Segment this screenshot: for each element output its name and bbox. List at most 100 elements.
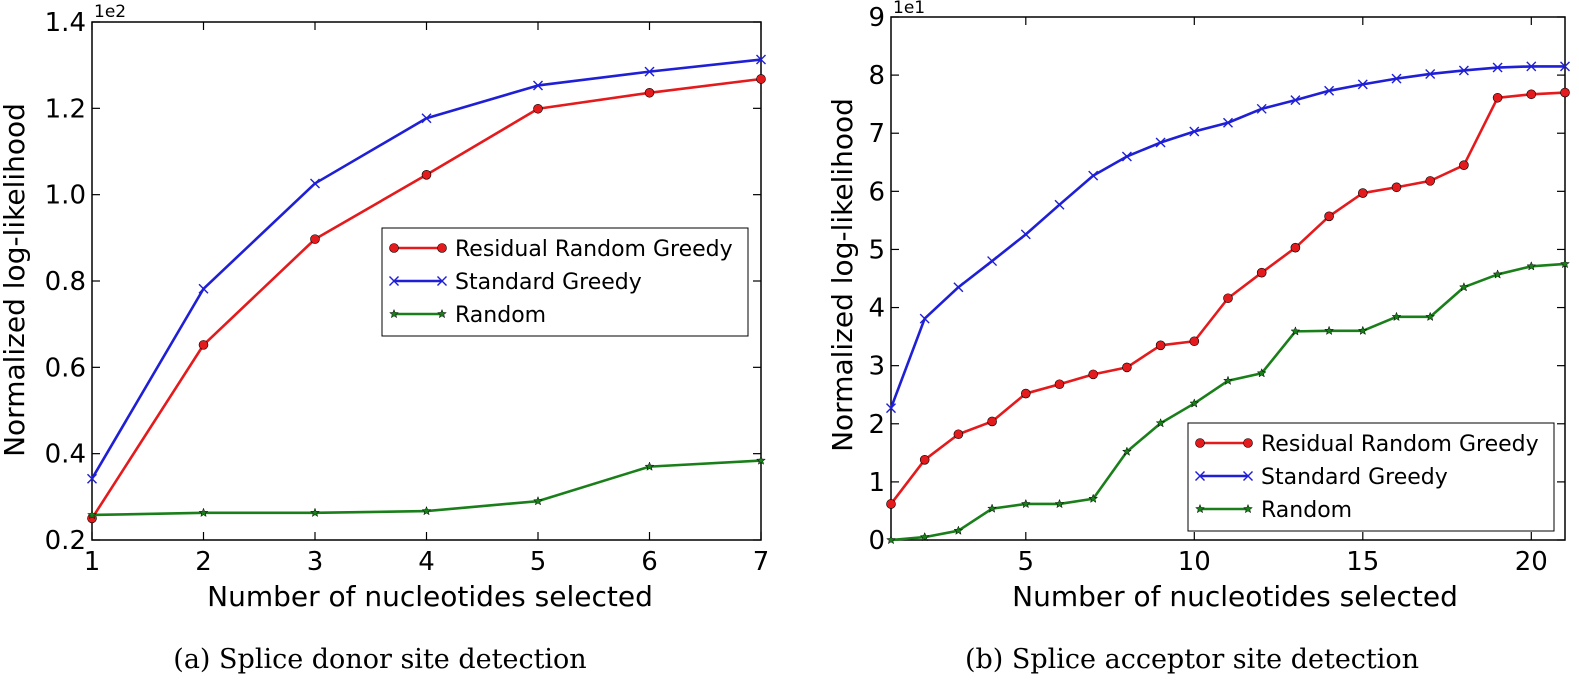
series-group [886, 61, 1570, 545]
x-marker-stroke [1088, 170, 1099, 181]
x-marker-stroke [198, 283, 209, 294]
x-marker-stroke [1324, 85, 1335, 96]
data-point-6 [756, 54, 766, 65]
legend-label: Standard Greedy [455, 270, 642, 295]
data-point-13 [1324, 85, 1335, 96]
data-point-8 [1155, 340, 1166, 351]
data-point-16 [1425, 311, 1436, 322]
data-point-legend-a [1195, 438, 1205, 448]
data-point-13 [1324, 211, 1334, 222]
data-point-legend-a [1195, 471, 1205, 481]
data-point-0 [87, 509, 97, 520]
y-tick-label: 6 [868, 177, 885, 207]
data-point-17 [1458, 282, 1469, 292]
x-marker-stroke [421, 113, 432, 124]
y-tick-label: 1.2 [45, 94, 86, 124]
x-marker-stroke [644, 66, 655, 77]
y-tick-label: 7 [868, 119, 885, 149]
data-point-18 [1492, 269, 1503, 279]
x-axis-ticks: 5 10 15 20 [1018, 17, 1548, 577]
x-tick-label: 5 [530, 547, 547, 577]
y-tick-label: 3 [868, 352, 885, 382]
y-tick-label: 8 [868, 61, 885, 91]
y-tick-label: 1.0 [45, 181, 86, 211]
x-marker-stroke [1526, 61, 1537, 72]
data-point-16 [1425, 68, 1436, 79]
x-marker-stroke [437, 276, 447, 286]
x-tick-label: 5 [1018, 547, 1035, 577]
data-point-2 [953, 525, 964, 535]
data-point-1 [198, 340, 209, 350]
y-axis-multiplier: 1e1 [893, 0, 925, 18]
chart-panel-b: 5 10 15 20 0 1 2 3 4 5 6 7 8 9 1e1 Number of nucleot… [826, 0, 1570, 675]
data-point-6 [1088, 493, 1099, 503]
data-point-20 [1560, 258, 1570, 269]
data-point-12 [1290, 326, 1301, 336]
data-point-9 [1189, 336, 1200, 347]
data-point-10 [1223, 293, 1233, 304]
data-point-14 [1357, 79, 1368, 90]
data-point-16 [1425, 176, 1435, 186]
data-point-3 [987, 503, 998, 513]
data-point-3 [421, 505, 432, 516]
x-marker-stroke [1189, 126, 1200, 137]
series-random [87, 455, 766, 520]
x-marker-stroke [1458, 65, 1469, 76]
data-point-19 [1526, 61, 1537, 72]
legend-label: Random [1261, 498, 1352, 523]
legend-label: Random [455, 303, 546, 328]
figure-caption: (b) Splice acceptor site detection [965, 644, 1419, 675]
x-marker-stroke [1243, 471, 1253, 481]
data-point-17 [1458, 65, 1469, 76]
data-point-5 [644, 461, 655, 471]
data-point-8 [1155, 417, 1166, 428]
data-point-0 [87, 473, 97, 484]
data-point-7 [1121, 151, 1132, 162]
y-axis-label: Normalized log-likelihood [0, 103, 31, 457]
data-point-5 [644, 66, 655, 77]
data-point-18 [1492, 92, 1503, 103]
data-point-0 [886, 403, 896, 414]
x-marker-stroke [886, 403, 896, 414]
x-marker-stroke [1357, 79, 1368, 90]
data-point-3 [421, 170, 432, 180]
data-point-14 [1357, 325, 1368, 336]
data-point-10 [1223, 117, 1233, 128]
legend-label: Residual Random Greedy [1261, 432, 1539, 457]
x-marker-stroke [533, 80, 543, 91]
data-point-2 [310, 507, 320, 518]
data-point-11 [1256, 267, 1267, 278]
x-marker-stroke [1054, 199, 1065, 210]
data-point-1 [919, 313, 930, 324]
data-point-15 [1391, 311, 1402, 322]
x-marker-stroke [310, 178, 320, 189]
series-random [886, 258, 1570, 545]
data-point-20 [1560, 61, 1570, 72]
x-tick-label: 6 [641, 547, 658, 577]
chart-panel-a: 1 2 3 4 5 6 7 0.2 0.4 0.6 0.8 1.0 1.2 1.4 1e2 Number… [0, 2, 769, 675]
data-point-6 [756, 74, 766, 84]
data-point-0 [886, 499, 896, 509]
data-point-legend-b [1243, 471, 1253, 481]
x-marker-stroke [1290, 95, 1301, 106]
data-point-11 [1256, 103, 1267, 114]
data-point-3 [987, 256, 998, 267]
data-point-legend-b [437, 243, 447, 253]
series-line [889, 65, 1565, 409]
data-point-15 [1391, 73, 1402, 84]
data-point-20 [1560, 87, 1570, 98]
y-axis-ticks: 0.2 0.4 0.6 0.8 1.0 1.2 1.4 [45, 8, 761, 556]
x-tick-label: 10 [1178, 547, 1211, 577]
data-point-3 [987, 416, 997, 427]
data-point-4 [1020, 498, 1031, 509]
legend-entry: Standard Greedy [1195, 465, 1448, 490]
data-point-12 [1290, 242, 1301, 253]
x-tick-label: 20 [1515, 547, 1548, 577]
data-point-1 [919, 455, 930, 465]
figure-caption: (a) Splice donor site detection [173, 644, 586, 675]
data-point-6 [1088, 170, 1099, 181]
data-point-1 [919, 531, 930, 542]
x-marker-stroke [1425, 68, 1436, 79]
data-point-legend-b [437, 308, 447, 319]
